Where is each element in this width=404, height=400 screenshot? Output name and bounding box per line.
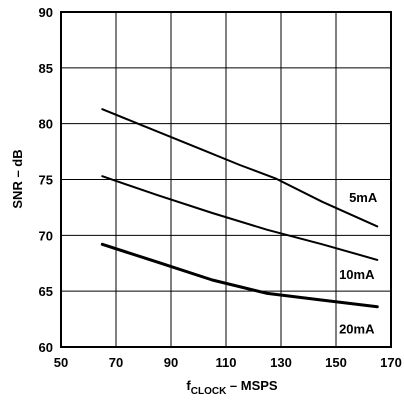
x-tick-label: 170	[380, 355, 402, 370]
series-label-10mA: 10mA	[339, 267, 375, 282]
y-tick-label: 70	[39, 228, 53, 243]
x-axis-title-subscript: CLOCK	[191, 386, 227, 397]
y-tick-label: 85	[39, 61, 53, 76]
series-lines	[100, 108, 379, 309]
y-tick-label: 90	[39, 5, 53, 20]
x-axis-title: fCLOCK – MSPS	[186, 378, 278, 397]
y-tick-labels: 60 65 70 75 80 85 90	[39, 5, 53, 355]
x-tick-label: 90	[164, 355, 178, 370]
x-tick-label: 70	[109, 355, 123, 370]
series-label-5mA: 5mA	[349, 190, 378, 205]
x-tick-label: 130	[270, 355, 292, 370]
x-tick-label: 110	[216, 355, 237, 370]
series-line-5mA	[101, 108, 379, 228]
x-tick-label: 50	[54, 355, 68, 370]
x-axis-title-main: f	[186, 378, 191, 393]
plot-frame	[60, 11, 392, 348]
series-line-20mA	[100, 242, 379, 309]
y-axis-title: SNR – dB	[10, 149, 25, 208]
x-axis-title-rest: – MSPS	[226, 378, 278, 393]
series-label-20mA: 20mA	[339, 322, 375, 337]
series-labels: 5mA 10mA 20mA	[339, 190, 378, 337]
y-tick-label: 65	[39, 284, 53, 299]
x-tick-labels: 50 70 90 110 130 150 170	[54, 355, 402, 370]
series-line-10mA	[101, 175, 379, 261]
y-tick-label: 75	[39, 173, 53, 188]
y-tick-label: 60	[39, 340, 53, 355]
x-tick-label: 150	[325, 355, 347, 370]
y-tick-label: 80	[39, 117, 53, 132]
